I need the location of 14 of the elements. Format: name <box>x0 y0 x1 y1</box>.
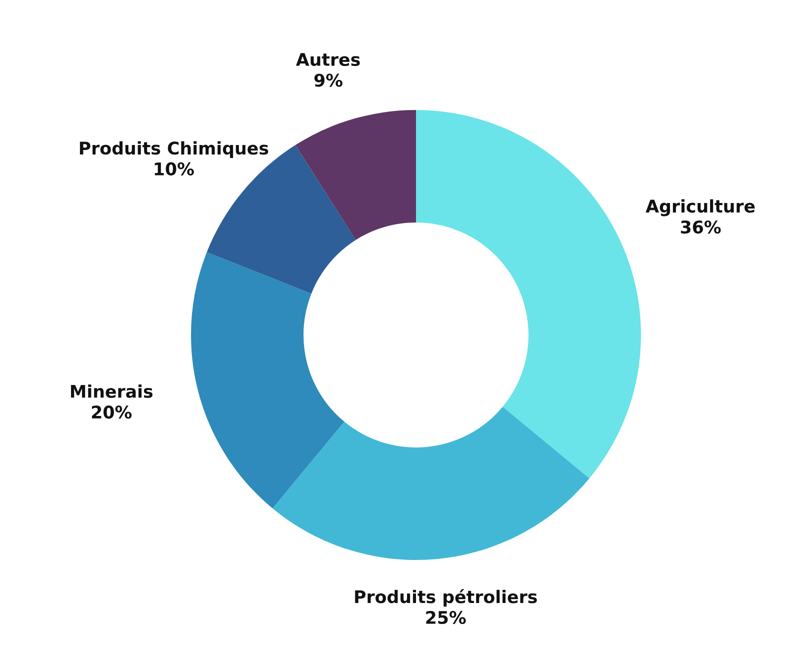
slice-label: Autres <box>296 53 360 66</box>
slice-label: Produits pétroliers <box>355 589 537 607</box>
data-label: 10% <box>154 162 194 176</box>
slice-label: Minerais <box>71 384 153 398</box>
donut-slice <box>295 110 416 240</box>
slice-label: Produits Chimiques <box>80 141 268 158</box>
donut-slice <box>191 252 344 508</box>
data-label: 9% <box>314 74 342 87</box>
slice-label: Agriculture <box>646 199 755 216</box>
data-label: 25% <box>426 610 466 624</box>
data-label: 36% <box>680 220 721 234</box>
donut-slice <box>416 110 641 478</box>
data-label: 20% <box>92 406 132 419</box>
donut-slice <box>272 406 590 560</box>
